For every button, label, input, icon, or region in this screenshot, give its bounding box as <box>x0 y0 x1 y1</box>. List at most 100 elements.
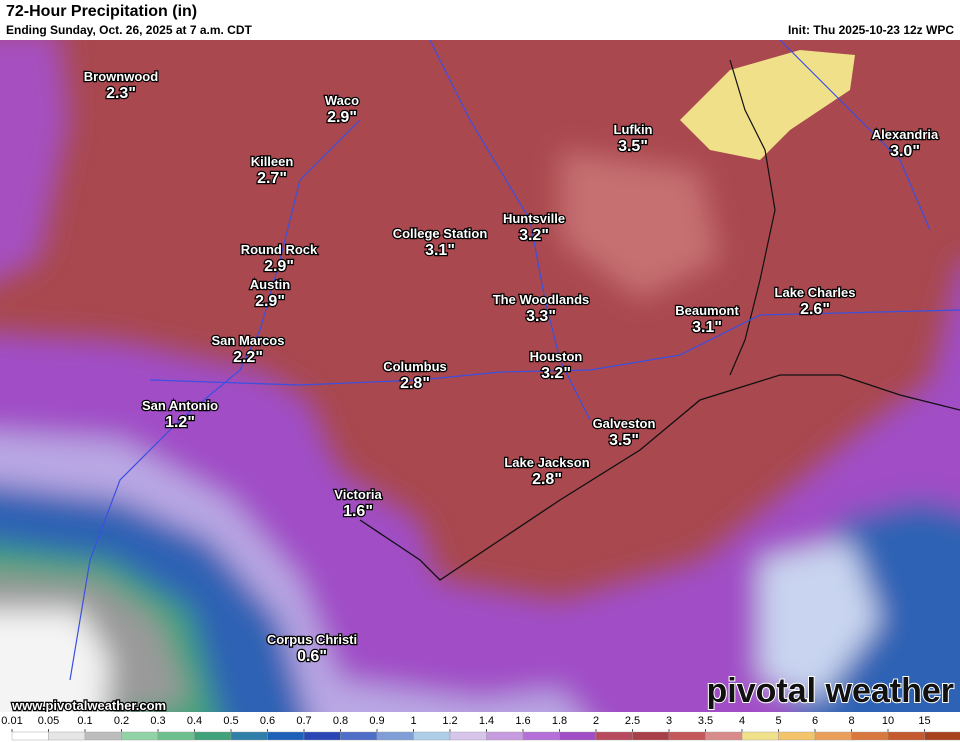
city-name: Victoria <box>334 487 382 502</box>
city-name: Huntsville <box>503 211 565 226</box>
legend-tick-label: 2.5 <box>625 715 640 727</box>
city-amount: 2.3" <box>106 85 136 102</box>
city-name: Lake Charles <box>775 285 856 300</box>
city-name: Austin <box>250 277 291 292</box>
legend-tick-label: 1.2 <box>442 715 457 727</box>
city-name: San Antonio <box>142 398 218 413</box>
legend-swatch <box>340 731 378 741</box>
legend-tick-label: 0.4 <box>187 715 202 727</box>
city-amount: 2.9" <box>264 258 294 275</box>
lavender-area <box>760 540 880 700</box>
legend-tick-label: 1.4 <box>479 715 494 727</box>
city-amount: 0.6" <box>297 648 327 665</box>
city-name: Houston <box>530 349 583 364</box>
legend-swatch <box>449 731 487 741</box>
city-amount: 3.5" <box>609 432 639 449</box>
city-name: Lufkin <box>614 122 653 137</box>
yellow-area <box>680 50 855 160</box>
init-time: Init: Thu 2025-10-23 12z WPC <box>788 23 954 37</box>
city-name: Galveston <box>593 416 656 431</box>
city-amount: 2.2" <box>233 349 263 366</box>
legend-swatch <box>887 731 925 741</box>
white-area <box>0 610 110 712</box>
city-amount: 2.6" <box>800 301 830 318</box>
city-name: Killeen <box>251 154 294 169</box>
legend-swatch <box>48 731 86 741</box>
legend-tick-label: 0.6 <box>260 715 275 727</box>
legend-tick-label: 0.1 <box>77 715 92 727</box>
city-amount: 2.9" <box>327 109 357 126</box>
legend-swatch <box>11 731 49 741</box>
title: 72-Hour Precipitation (in) <box>6 3 197 20</box>
light-red-area <box>560 150 720 300</box>
legend-swatch <box>778 731 816 741</box>
subtitle: Ending Sunday, Oct. 26, 2025 at 7 a.m. C… <box>6 23 253 37</box>
legend-swatch <box>303 731 341 741</box>
legend-swatch <box>559 731 597 741</box>
legend-tick-label: 0.05 <box>38 715 59 727</box>
legend-tick-label: 1 <box>410 715 416 727</box>
legend-tick-label: 0.01 <box>1 715 22 727</box>
legend-tick-label: 6 <box>812 715 818 727</box>
city-name: Brownwood <box>84 69 158 84</box>
city-name: Round Rock <box>241 242 318 257</box>
legend-tick-label: 0.9 <box>369 715 384 727</box>
legend-tick-label: 0.3 <box>150 715 165 727</box>
legend-tick-label: 1.6 <box>515 715 530 727</box>
legend-tick-label: 15 <box>918 715 930 727</box>
city-name: Waco <box>325 93 359 108</box>
legend-tick-label: 3 <box>666 715 672 727</box>
legend-tick-label: 1.8 <box>552 715 567 727</box>
city-amount: 3.1" <box>692 319 722 336</box>
header-bg <box>0 0 960 40</box>
legend-swatch <box>851 731 889 741</box>
legend-tick-label: 2 <box>593 715 599 727</box>
legend-swatch <box>376 731 414 741</box>
legend-swatch <box>267 731 305 741</box>
map <box>0 40 960 712</box>
city-name: College Station <box>393 226 488 241</box>
city-name: Columbus <box>383 359 447 374</box>
legend-tick-label: 0.7 <box>296 715 311 727</box>
legend-tick-label: 5 <box>775 715 781 727</box>
city-amount: 2.8" <box>400 375 430 392</box>
city-name: Corpus Christi <box>267 632 357 647</box>
legend-swatch <box>157 731 195 741</box>
coastline <box>359 374 960 581</box>
legend-swatch <box>194 731 232 741</box>
legend-swatch <box>486 731 524 741</box>
legend-swatch <box>595 731 633 741</box>
city-name: Lake Jackson <box>504 455 589 470</box>
city-name: Alexandria <box>872 127 939 142</box>
city-name: Beaumont <box>675 303 739 318</box>
legend-tick-label: 0.5 <box>223 715 238 727</box>
legend-swatch <box>413 731 451 741</box>
legend-swatch <box>522 731 560 741</box>
legend-swatch <box>121 731 159 741</box>
legend-tick-label: 4 <box>739 715 745 727</box>
rivers <box>69 40 960 681</box>
legend-swatch <box>741 731 779 741</box>
legend-swatch <box>924 731 960 741</box>
purple-area <box>0 40 70 280</box>
legend-tick-label: 10 <box>882 715 894 727</box>
legend-tick-label: 0.8 <box>333 715 348 727</box>
state-border <box>729 59 776 376</box>
city-amount: 3.2" <box>541 365 571 382</box>
city-amount: 3.0" <box>890 143 920 160</box>
legend-swatch <box>632 731 670 741</box>
legend-tick-label: 3.5 <box>698 715 713 727</box>
legend-tick-label: 0.2 <box>114 715 129 727</box>
legend-swatch <box>814 731 852 741</box>
legend-swatch <box>668 731 706 741</box>
city-amount: 3.5" <box>618 138 648 155</box>
city-name: The Woodlands <box>493 292 590 307</box>
city-amount: 2.9" <box>255 293 285 310</box>
city-amount: 2.7" <box>257 170 287 187</box>
city-amount: 1.2" <box>165 414 195 431</box>
city-amount: 3.1" <box>425 242 455 259</box>
city-amount: 1.6" <box>343 503 373 520</box>
legend-swatch <box>84 731 122 741</box>
